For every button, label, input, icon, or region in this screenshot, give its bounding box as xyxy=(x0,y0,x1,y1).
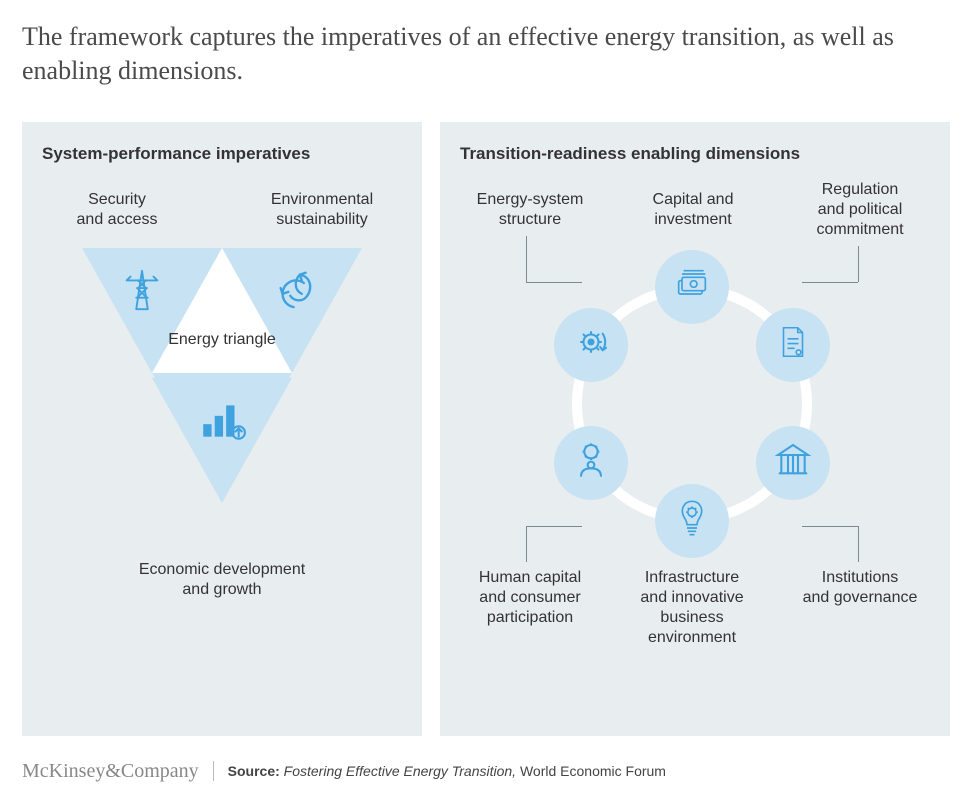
dimensions-ring: Energy-systemstructure Capital andinvest… xyxy=(460,190,930,710)
vertex-label-economic: Economic developmentand growth xyxy=(122,560,322,600)
bar-up-icon xyxy=(194,392,250,448)
leaf-cycle-icon xyxy=(268,262,324,318)
person-gear-icon xyxy=(571,440,611,485)
connector xyxy=(526,526,582,527)
node-infrastructure xyxy=(655,484,729,558)
brand-logo: McKinsey&Company xyxy=(22,760,199,783)
source-label: Source: xyxy=(228,763,280,779)
node-regulation xyxy=(756,308,830,382)
gear-cycle-icon xyxy=(571,322,611,367)
source-org: World Economic Forum xyxy=(516,763,666,779)
source-title: Fostering Effective Energy Transition, xyxy=(284,763,516,779)
connector xyxy=(802,526,858,527)
node-label-energy-structure: Energy-systemstructure xyxy=(455,190,605,230)
node-label-capital: Capital andinvestment xyxy=(628,190,758,230)
connector xyxy=(802,282,858,283)
headline: The framework captures the imperatives o… xyxy=(22,20,942,88)
node-label-infrastructure: Infrastructureand innovativebusinessenvi… xyxy=(622,568,762,648)
triangle-center-label: Energy triangle xyxy=(162,330,282,350)
footer: McKinsey&Company Source: Fostering Effec… xyxy=(22,760,942,783)
document-icon xyxy=(774,323,812,366)
node-label-human-capital: Human capitaland consumerparticipation xyxy=(455,568,605,628)
node-energy-structure xyxy=(554,308,628,382)
node-label-regulation: Regulationand politicalcommitment xyxy=(790,180,930,240)
footer-divider xyxy=(213,761,214,781)
panel-title-left: System-performance imperatives xyxy=(42,144,402,164)
panels-row: System-performance imperatives Securitya… xyxy=(22,122,942,736)
pylon-icon xyxy=(114,262,170,318)
node-capital xyxy=(655,250,729,324)
lightbulb-gear-icon xyxy=(672,498,712,543)
node-label-institutions: Institutionsand governance xyxy=(790,568,930,608)
energy-triangle: Securityand access Environmentalsustaina… xyxy=(42,190,402,710)
vertex-label-environment: Environmentalsustainability xyxy=(247,190,397,230)
source-line: Source: Fostering Effective Energy Trans… xyxy=(228,763,666,779)
connector xyxy=(526,236,527,282)
vertex-label-security: Securityand access xyxy=(52,190,182,230)
connector xyxy=(526,282,582,283)
panel-title-right: Transition-readiness enabling dimensions xyxy=(460,144,930,164)
panel-transition-readiness: Transition-readiness enabling dimensions… xyxy=(440,122,950,736)
connector xyxy=(526,526,527,562)
institution-icon xyxy=(773,440,813,485)
connector xyxy=(858,246,859,282)
panel-system-performance: System-performance imperatives Securitya… xyxy=(22,122,422,736)
node-institutions xyxy=(756,426,830,500)
node-human-capital xyxy=(554,426,628,500)
cash-icon xyxy=(672,264,712,309)
connector xyxy=(858,526,859,562)
